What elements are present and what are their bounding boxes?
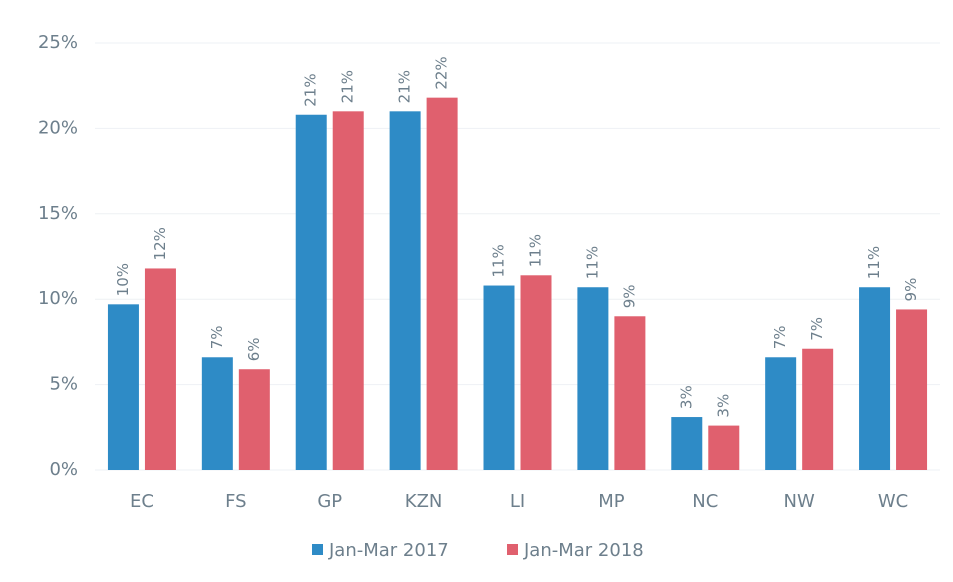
bar [295,114,327,471]
data-label: 3% [714,394,732,418]
y-tick-label: 5% [49,374,78,395]
data-label: 3% [677,385,695,409]
bar [238,369,270,470]
bar [483,285,515,470]
bar [577,287,609,470]
bar [426,97,458,470]
data-label: 9% [902,278,920,302]
legend-label: Jan-Mar 2017 [328,540,449,561]
data-label: 22% [433,56,451,89]
x-tick-label: NC [692,491,718,512]
legend-swatch [312,544,323,555]
x-tick-label: FS [225,491,246,512]
bar [107,304,139,470]
bar [765,357,797,470]
data-label: 11% [527,234,545,267]
y-tick-label: 20% [38,117,78,138]
y-tick-label: 15% [38,203,78,224]
x-tick-label: MP [598,491,625,512]
data-label: 21% [396,70,414,103]
bar [144,268,176,470]
bar [614,316,646,470]
data-label: 11% [490,244,508,277]
bar [859,287,891,470]
bar [896,309,928,470]
x-tick-label: GP [317,491,342,512]
data-label: 9% [620,284,638,308]
bar [520,275,552,470]
y-tick-label: 10% [38,288,78,309]
bar [389,111,421,470]
data-label: 6% [245,337,263,361]
data-label: 10% [114,263,132,296]
bar [802,348,834,470]
x-tick-label: WC [878,491,908,512]
bar [708,425,740,470]
data-label: 12% [151,227,169,260]
legend-swatch [507,544,518,555]
y-tick-label: 0% [49,459,78,480]
y-tick-label: 25% [38,32,78,53]
data-label: 21% [302,73,320,106]
data-label: 7% [808,317,826,341]
bar [201,357,233,470]
data-label: 11% [865,246,883,279]
bar [671,417,703,470]
bar [332,111,364,470]
x-tick-label: LI [510,491,525,512]
data-label: 11% [583,246,601,279]
data-label: 7% [208,325,226,349]
x-tick-label: KZN [405,491,443,512]
x-tick-label: EC [130,491,154,512]
data-label: 7% [771,325,789,349]
legend-label: Jan-Mar 2018 [523,540,644,561]
data-label: 21% [339,70,357,103]
x-tick-label: NW [784,491,815,512]
